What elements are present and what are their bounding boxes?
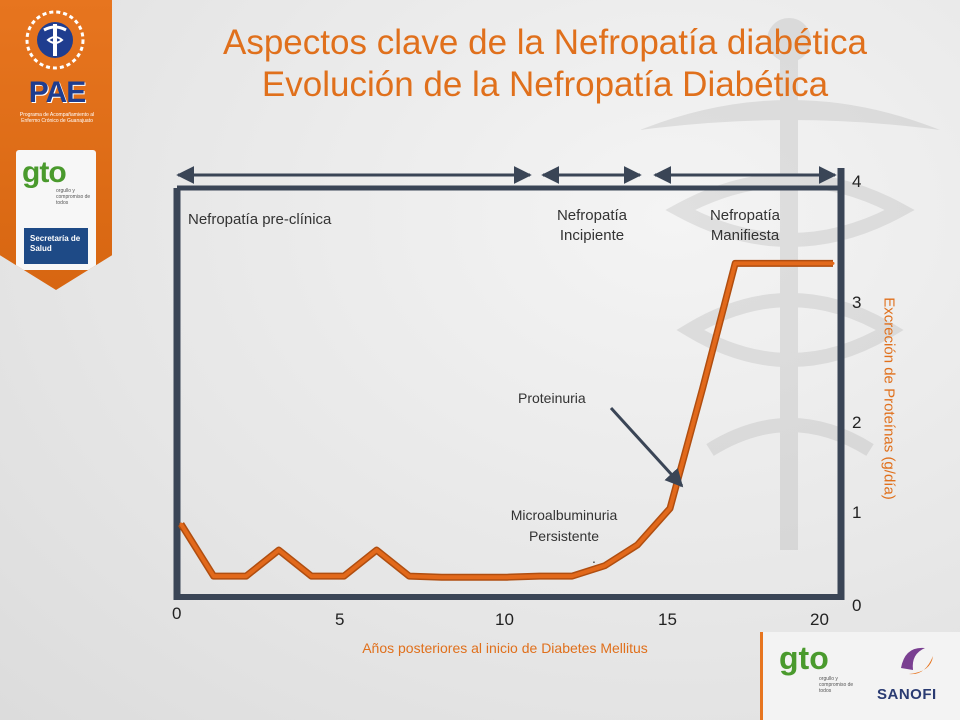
data-point [440, 575, 444, 579]
data-point [635, 543, 639, 547]
data-point [179, 522, 183, 526]
data-point [668, 506, 672, 510]
stage-label-manifiesta: Nefropatía Manifiesta [709, 207, 781, 244]
data-point [538, 574, 542, 578]
y-tick-label: 2 [852, 413, 862, 432]
annotation-microalbuminuria: Microalbuminuria Persistente [510, 507, 618, 544]
data-point [798, 261, 802, 265]
x-tick-label: 0 [172, 604, 182, 623]
title-line-1: Aspectos clave de la Nefropatía diabétic… [223, 23, 867, 62]
x-tick-label: 20 [810, 610, 829, 629]
data-point [733, 261, 737, 265]
data-point [766, 261, 770, 265]
proteinuria-pointer-arrow [609, 406, 684, 488]
x-tick-label: 15 [658, 610, 677, 629]
gto-slogan-bottom: orgullo y compromiso de todos [819, 676, 854, 694]
data-point [570, 574, 574, 578]
data-point [309, 574, 313, 578]
gto-slogan: orgullo y compromiso de todos [56, 188, 91, 206]
data-point [505, 575, 509, 579]
caduceus-watermark [640, 18, 940, 550]
pae-banner: PAE Programa de Acompañamiento al Enferm… [0, 0, 112, 290]
title-line-2: Evolución de la Nefropatía Diabética [261, 65, 829, 104]
stage-label-preclinica: Nefropatía pre-clínica [188, 211, 332, 228]
y-tick-label: 0 [852, 596, 862, 615]
sanofi-swirl-icon [901, 647, 933, 675]
data-point [212, 574, 216, 578]
x-tick-label: 10 [495, 610, 514, 629]
data-point [342, 574, 346, 578]
stage-label-incipiente: Nefropatía Incipiente [556, 207, 628, 244]
sanofi-logo: SANOFI [877, 686, 937, 703]
data-point [472, 575, 476, 579]
pae-logo: PAE [28, 76, 86, 109]
data-point [603, 564, 607, 568]
sponsor-logos: gto orgullo y compromiso de todos SANOFI [760, 632, 960, 720]
y-tick-label: 3 [852, 293, 862, 312]
caduceus-emblem-icon [25, 10, 85, 70]
annotation-dot: . [592, 550, 596, 566]
annotation-proteinuria: Proteinuria [518, 390, 586, 406]
x-axis-label: Años posteriores al inicio de Diabetes M… [362, 640, 648, 656]
data-point [831, 261, 835, 265]
line-series [178, 259, 835, 581]
x-tick-label: 5 [335, 610, 345, 629]
slide-title: Aspectos clave de la Nefropatía diabétic… [150, 22, 940, 106]
data-point [277, 548, 281, 552]
y-tick-label: 1 [852, 503, 862, 522]
pae-tagline: Programa de Acompañamiento al Enfermo Cr… [19, 112, 95, 124]
data-point [407, 574, 411, 578]
data-point [375, 548, 379, 552]
y-axis-label: Excreción de Proteínas (g/día) [880, 297, 898, 500]
gto-logo-bottom: gto [779, 640, 829, 676]
data-point [701, 387, 705, 390]
secretaria-salud-logo: Secretaría de Salud [24, 228, 88, 264]
gto-logo: gto [22, 156, 67, 189]
y-tick-label: 4 [852, 172, 862, 191]
gto-card: gto orgullo y compromiso de todos Secret… [16, 150, 96, 270]
data-point [244, 574, 248, 578]
